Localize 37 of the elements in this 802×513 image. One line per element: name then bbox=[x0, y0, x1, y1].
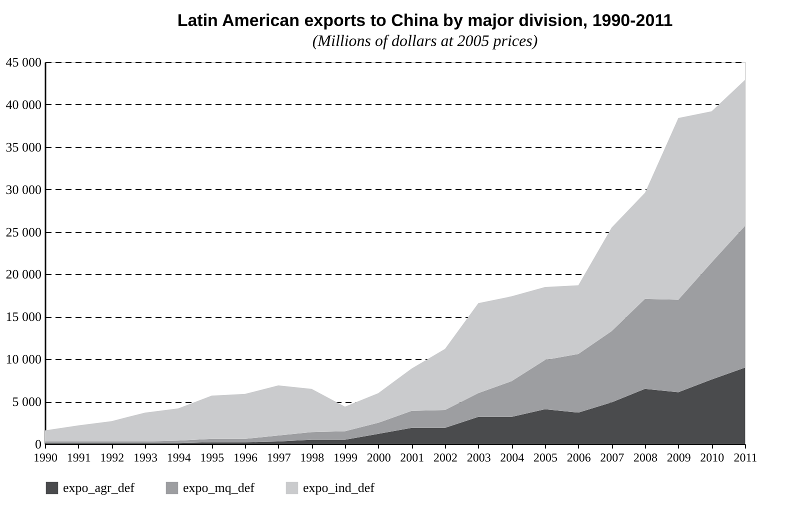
y-tick-label: 35 000 bbox=[6, 139, 42, 154]
y-tick-label: 25 000 bbox=[6, 224, 42, 240]
x-tick-label: 2011 bbox=[734, 450, 758, 464]
chart-subtitle: (Millions of dollars at 2005 prices) bbox=[312, 33, 538, 50]
x-tick-label: 2009 bbox=[666, 450, 691, 464]
x-tick-label: 2000 bbox=[366, 450, 391, 464]
x-tick-label: 1994 bbox=[166, 450, 191, 464]
y-tick-label: 0 bbox=[35, 436, 42, 452]
legend-label: expo_ind_def bbox=[303, 480, 376, 495]
x-tick-label: 2004 bbox=[500, 450, 524, 464]
x-tick-label: 1990 bbox=[34, 450, 58, 464]
x-tick-label: 2002 bbox=[434, 450, 458, 464]
x-tick-label: 1995 bbox=[200, 450, 224, 464]
x-tick-label: 1992 bbox=[100, 450, 124, 464]
legend-label: expo_mq_def bbox=[183, 480, 256, 495]
x-tick-label: 2006 bbox=[566, 450, 591, 464]
chart-title: Latin American exports to China by major division, 1990-2011 bbox=[177, 11, 673, 30]
y-tick-label: 5 000 bbox=[12, 394, 42, 410]
x-tick-label: 1999 bbox=[334, 450, 358, 464]
x-tick-label: 1998 bbox=[300, 450, 324, 464]
legend-label: expo_agr_def bbox=[63, 480, 136, 495]
y-tick-label: 45 000 bbox=[6, 54, 42, 70]
y-tick-label: 40 000 bbox=[6, 96, 42, 112]
x-tick-label: 1996 bbox=[234, 450, 258, 464]
x-tick-label: 2005 bbox=[534, 450, 558, 464]
x-tick-label: 2003 bbox=[466, 450, 491, 464]
x-tick-label: 2010 bbox=[700, 450, 724, 464]
y-tick-label: 10 000 bbox=[6, 352, 42, 367]
y-tick-label: 20 000 bbox=[6, 266, 42, 282]
y-tick-label: 30 000 bbox=[6, 182, 42, 197]
y-tick-label: 15 000 bbox=[6, 309, 42, 324]
x-tick-label: 1997 bbox=[266, 450, 291, 464]
x-tick-label: 2008 bbox=[634, 450, 658, 464]
x-tick-label: 2007 bbox=[600, 450, 624, 464]
x-tick-label: 2001 bbox=[400, 450, 424, 464]
x-tick-label: 1991 bbox=[66, 450, 91, 464]
x-tick-label: 1993 bbox=[134, 450, 158, 464]
